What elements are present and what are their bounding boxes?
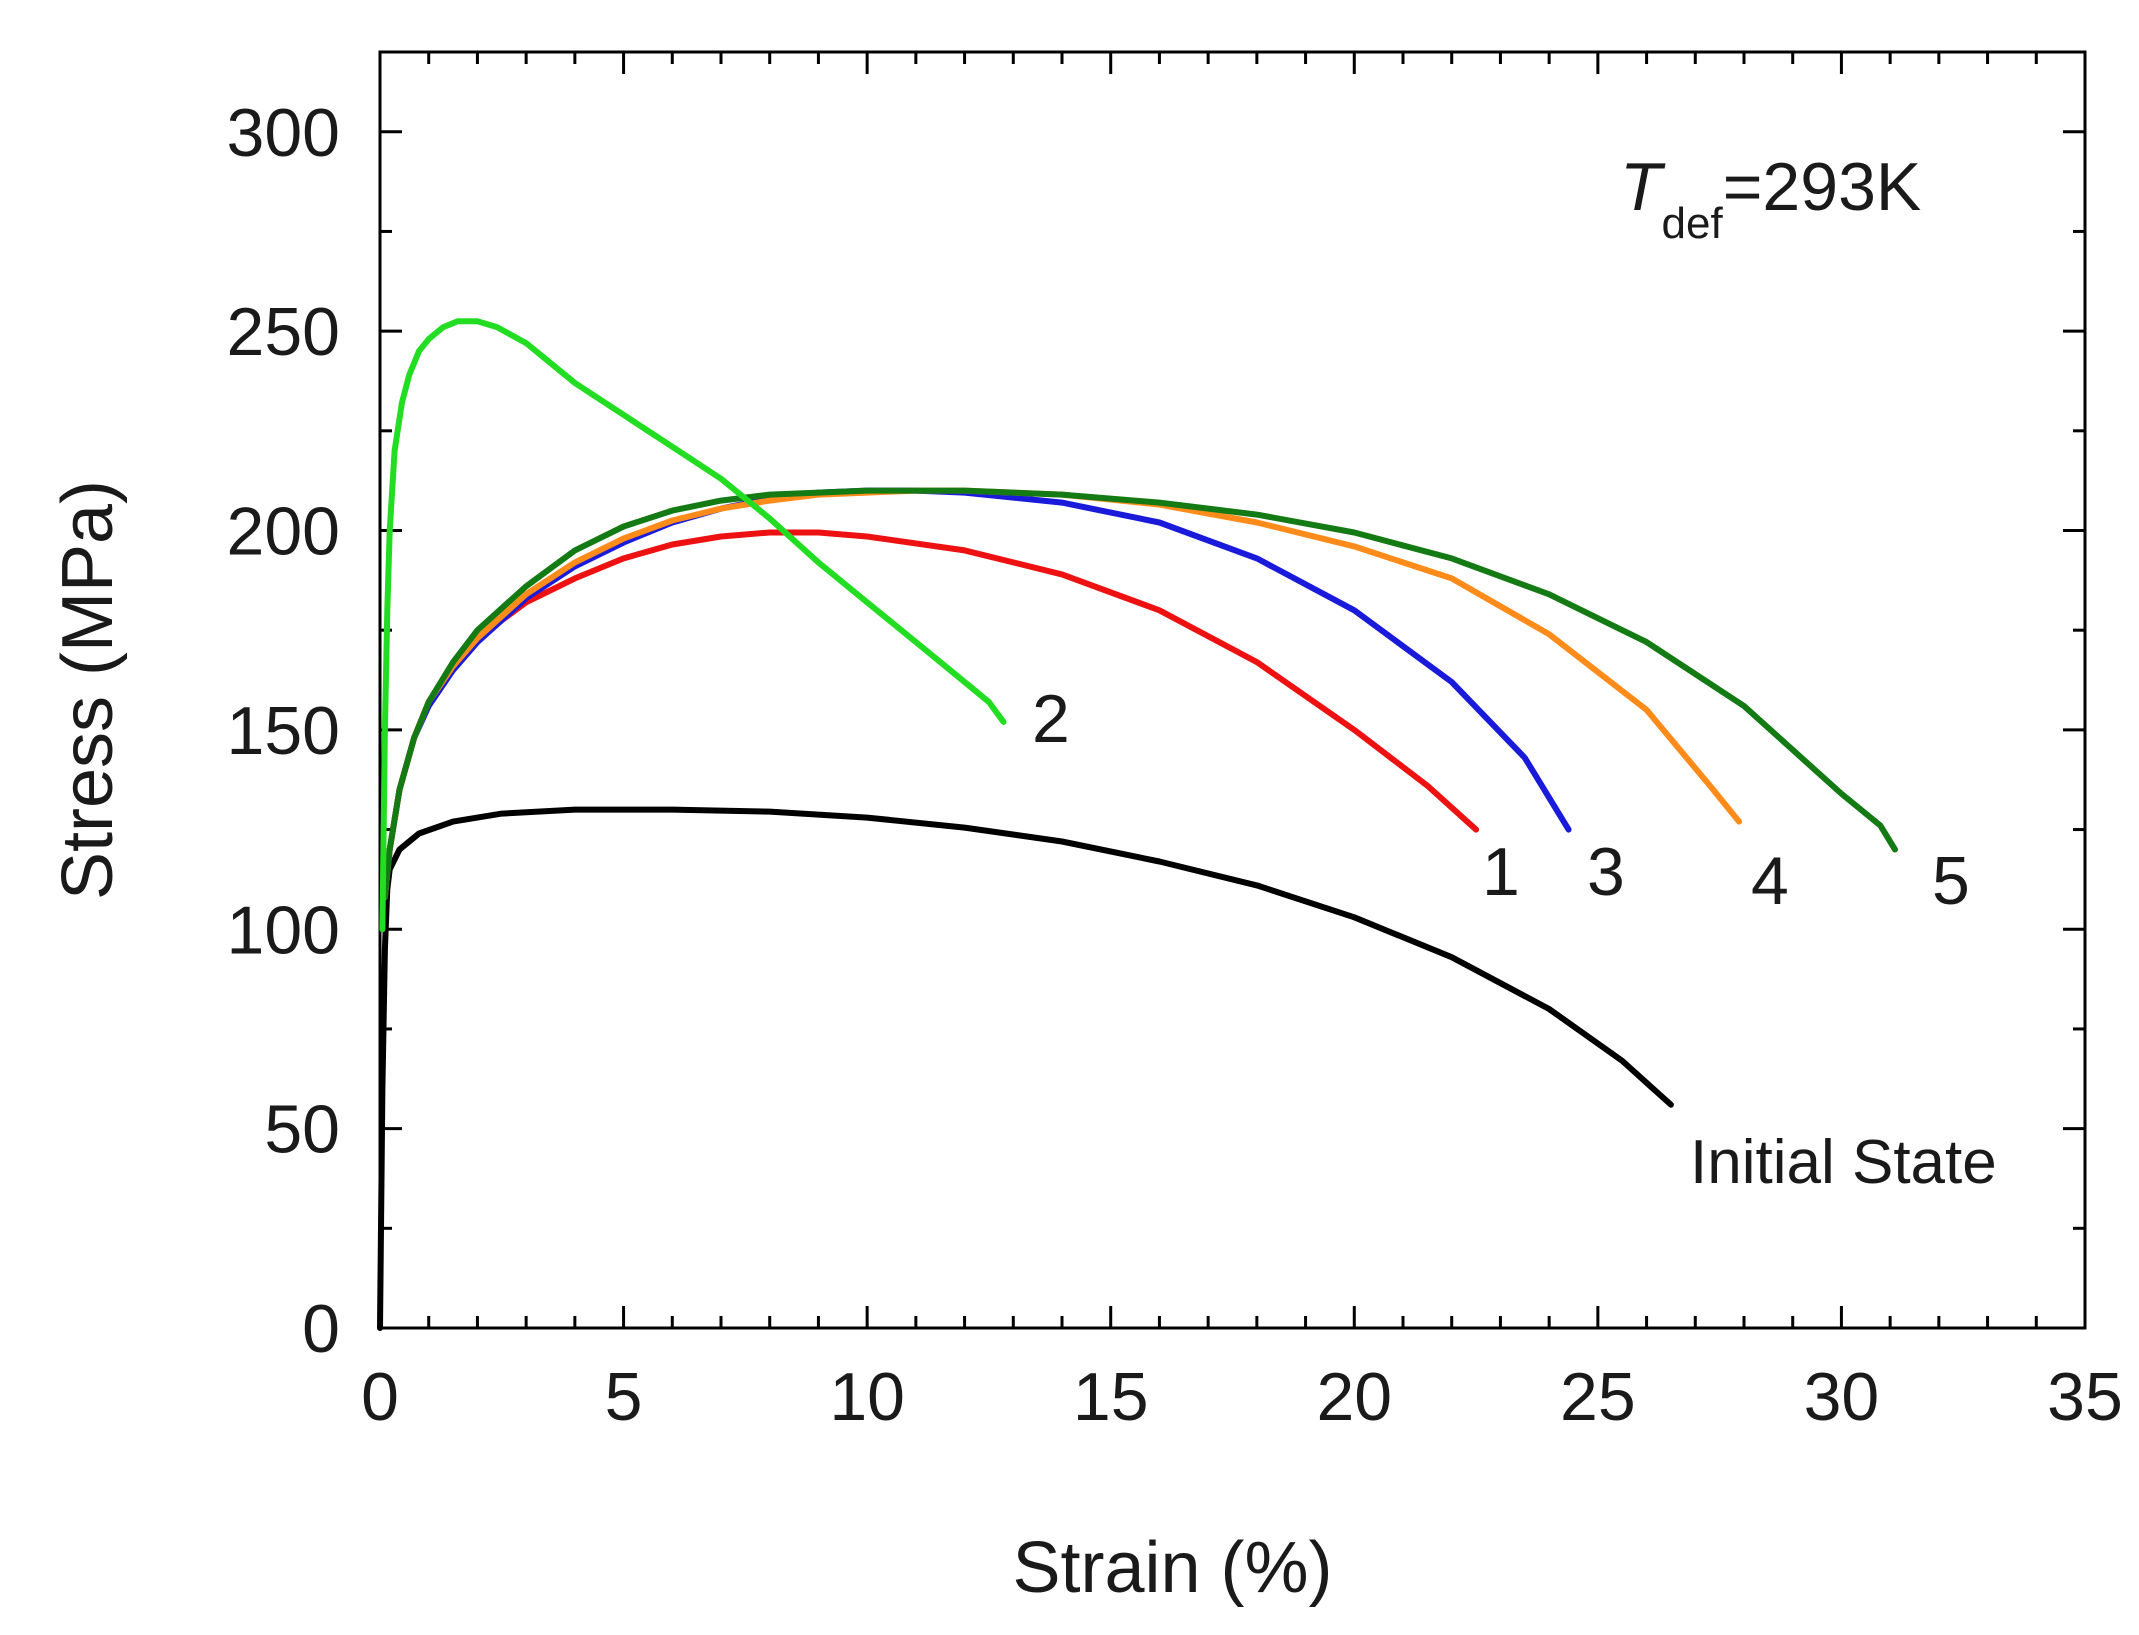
y-tick-label: 300	[227, 95, 340, 171]
x-tick-label: 10	[829, 1359, 905, 1435]
annotation-subscript: def	[1662, 199, 1724, 248]
y-tick-label: 50	[264, 1092, 340, 1168]
series-line-initial-state	[377, 806, 1674, 1331]
series-label-2: 2	[1032, 681, 1070, 757]
x-tick-label: 30	[1804, 1359, 1880, 1435]
series-label-3: 3	[1587, 834, 1625, 910]
temperature-annotation: Tdef=293K	[1620, 149, 1921, 248]
x-tick-label: 5	[605, 1359, 643, 1435]
series-line-5	[381, 487, 1898, 901]
annotation-symbol: T	[1620, 149, 1666, 225]
annotation-value: =293K	[1723, 149, 1922, 225]
series-group	[377, 318, 1898, 1331]
y-tick-label: 100	[227, 892, 340, 968]
axes-group	[378, 50, 2087, 1330]
x-tick-label: 25	[1560, 1359, 1636, 1435]
y-tick-label: 200	[227, 494, 340, 570]
series-label-1: 1	[1482, 834, 1520, 910]
x-tick-label: 0	[361, 1359, 399, 1435]
series-line-2	[379, 318, 1007, 933]
x-tick-label: 20	[1316, 1359, 1392, 1435]
x-tick-label: 35	[2047, 1359, 2123, 1435]
y-tick-label: 150	[227, 693, 340, 769]
x-axis-title: Strain (%)	[1012, 1528, 1332, 1608]
series-label-5: 5	[1932, 843, 1970, 919]
series-label-4: 4	[1751, 843, 1789, 919]
series-label-initial-state: Initial State	[1690, 1128, 1997, 1197]
x-tick-label: 15	[1073, 1359, 1149, 1435]
plot-frame	[378, 50, 2087, 1330]
y-tick-label: 0	[302, 1291, 340, 1367]
y-tick-label: 250	[227, 294, 340, 370]
y-axis-title: Stress (MPa)	[48, 480, 128, 900]
